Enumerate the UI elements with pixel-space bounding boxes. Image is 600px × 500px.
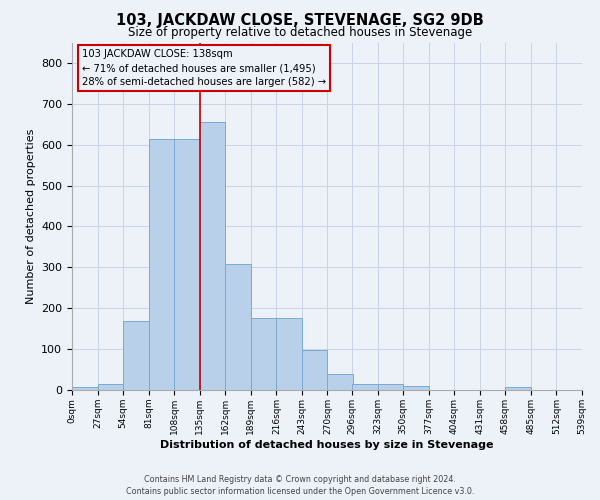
Bar (149, 138, 174, 390)
Text: 103 JACKDAW CLOSE: 138sqm
← 71% of detached houses are smaller (1,495)
28% of se: 103 JACKDAW CLOSE: 138sqm ← 71% of detac… (82, 50, 326, 88)
Bar (200, 122, 225, 390)
Bar (277, 318, 302, 390)
Text: Contains HM Land Registry data © Crown copyright and database right 2024.
Contai: Contains HM Land Registry data © Crown c… (126, 474, 474, 496)
Bar (72, 386, 98, 390)
Bar (225, 264, 251, 390)
Text: 103, JACKDAW CLOSE, STEVENAGE, SG2 9DB: 103, JACKDAW CLOSE, STEVENAGE, SG2 9DB (116, 12, 484, 28)
Bar (403, 386, 429, 390)
Bar (302, 350, 328, 390)
Bar (98, 384, 123, 390)
X-axis label: Distribution of detached houses by size in Stevenage: Distribution of detached houses by size … (160, 440, 494, 450)
Bar (505, 386, 531, 390)
Bar (251, 318, 277, 390)
Text: Size of property relative to detached houses in Stevenage: Size of property relative to detached ho… (128, 26, 472, 39)
Bar (328, 374, 353, 390)
Bar (377, 384, 403, 390)
Bar (174, 138, 200, 390)
Bar (123, 320, 149, 390)
Bar (352, 384, 377, 390)
Y-axis label: Number of detached properties: Number of detached properties (26, 128, 35, 304)
